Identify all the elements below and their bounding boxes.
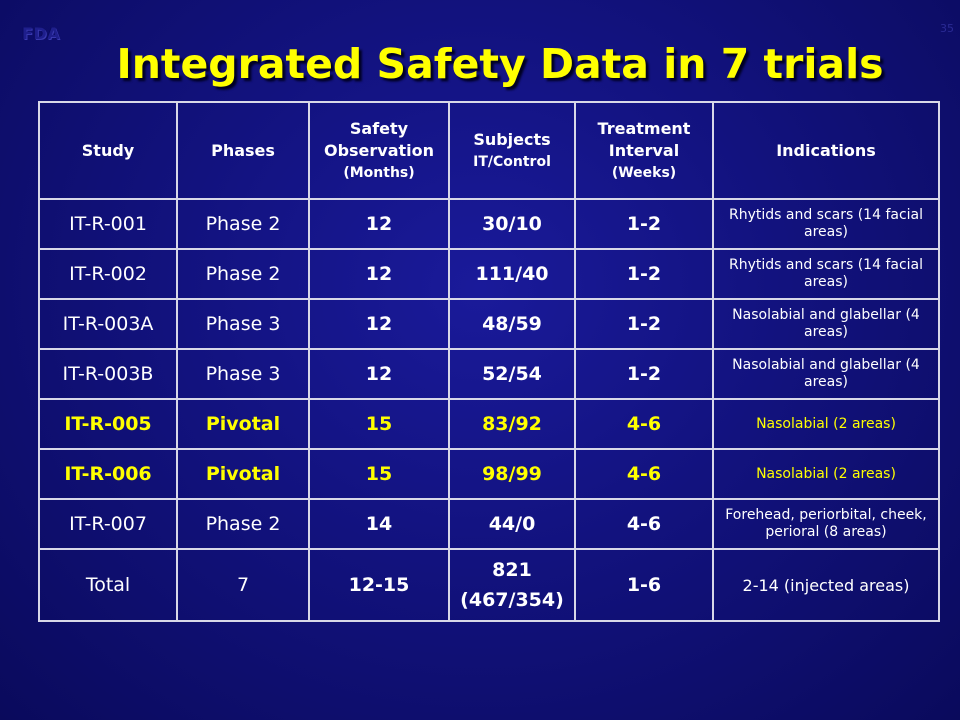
cell-months: 12 (308, 298, 450, 350)
cell-subjects: 52/54 (448, 348, 576, 400)
column-header-treatment-interval: Treatment Interval (Weeks) (574, 101, 714, 200)
cell-months: 12 (308, 248, 450, 300)
table-row-pivotal: IT-R-006 Pivotal 15 98/99 4-6 Nasolabial… (38, 448, 940, 500)
cell-total-label: Total (38, 548, 178, 622)
cell-phase: Phase 3 (176, 348, 310, 400)
cell-study: IT-R-007 (38, 498, 178, 550)
cell-phase: Phase 2 (176, 248, 310, 300)
cell-months: 15 (308, 398, 450, 450)
column-header-safety-observation: Safety Observation (Months) (308, 101, 450, 200)
cell-interval: 4-6 (574, 398, 714, 450)
table-row: IT-R-003B Phase 3 12 52/54 1-2 Nasolabia… (38, 348, 940, 400)
column-header-study: Study (38, 101, 178, 200)
cell-interval: 4-6 (574, 498, 714, 550)
cell-study: IT-R-001 (38, 198, 178, 250)
cell-subjects: 30/10 (448, 198, 576, 250)
cell-indication: Nasolabial (2 areas) (712, 448, 940, 500)
slide-number: 35 (940, 22, 954, 35)
table-row: IT-R-003A Phase 3 12 48/59 1-2 Nasolabia… (38, 298, 940, 350)
cell-months: 12 (308, 198, 450, 250)
column-header-phases: Phases (176, 101, 310, 200)
cell-phase: Pivotal (176, 398, 310, 450)
cell-interval: 1-2 (574, 298, 714, 350)
cell-total-indication: 2-14 (injected areas) (712, 548, 940, 622)
cell-study: IT-R-002 (38, 248, 178, 300)
slide-title: Integrated Safety Data in 7 trials (116, 40, 884, 88)
cell-months: 14 (308, 498, 450, 550)
cell-study: IT-R-006 (38, 448, 178, 500)
table-header-row: Study Phases Safety Observation (Months)… (38, 101, 940, 200)
cell-interval: 1-2 (574, 198, 714, 250)
cell-interval: 1-2 (574, 348, 714, 400)
cell-phase: Pivotal (176, 448, 310, 500)
cell-study: IT-R-005 (38, 398, 178, 450)
cell-indication: Nasolabial (2 areas) (712, 398, 940, 450)
cell-subjects: 83/92 (448, 398, 576, 450)
cell-indication: Nasolabial and glabellar (4 areas) (712, 348, 940, 400)
cell-study: IT-R-003A (38, 298, 178, 350)
fda-logo: FDA (22, 24, 61, 43)
table-row: IT-R-002 Phase 2 12 111/40 1-2 Rhytids a… (38, 248, 940, 300)
cell-subjects: 98/99 (448, 448, 576, 500)
cell-phase: Phase 3 (176, 298, 310, 350)
cell-subjects: 48/59 (448, 298, 576, 350)
cell-indication: Rhytids and scars (14 facial areas) (712, 198, 940, 250)
table-row: IT-R-007 Phase 2 14 44/0 4-6 Forehead, p… (38, 498, 940, 550)
cell-total-phases: 7 (176, 548, 310, 622)
table-row-total: Total 7 12-15 821 (467/354) 1-6 2-14 (in… (38, 548, 940, 622)
column-header-subjects: Subjects IT/Control (448, 101, 576, 200)
cell-months: 12 (308, 348, 450, 400)
cell-phase: Phase 2 (176, 198, 310, 250)
cell-interval: 4-6 (574, 448, 714, 500)
safety-data-table: Study Phases Safety Observation (Months)… (38, 101, 940, 622)
cell-subjects: 44/0 (448, 498, 576, 550)
cell-total-subjects: 821 (467/354) (448, 548, 576, 622)
table-row-pivotal: IT-R-005 Pivotal 15 83/92 4-6 Nasolabial… (38, 398, 940, 450)
cell-indication: Rhytids and scars (14 facial areas) (712, 248, 940, 300)
cell-subjects: 111/40 (448, 248, 576, 300)
cell-study: IT-R-003B (38, 348, 178, 400)
cell-indication: Forehead, periorbital, cheek, perioral (… (712, 498, 940, 550)
cell-interval: 1-2 (574, 248, 714, 300)
cell-total-months: 12-15 (308, 548, 450, 622)
cell-months: 15 (308, 448, 450, 500)
cell-total-interval: 1-6 (574, 548, 714, 622)
table-row: IT-R-001 Phase 2 12 30/10 1-2 Rhytids an… (38, 198, 940, 250)
cell-phase: Phase 2 (176, 498, 310, 550)
cell-indication: Nasolabial and glabellar (4 areas) (712, 298, 940, 350)
column-header-indications: Indications (712, 101, 940, 200)
